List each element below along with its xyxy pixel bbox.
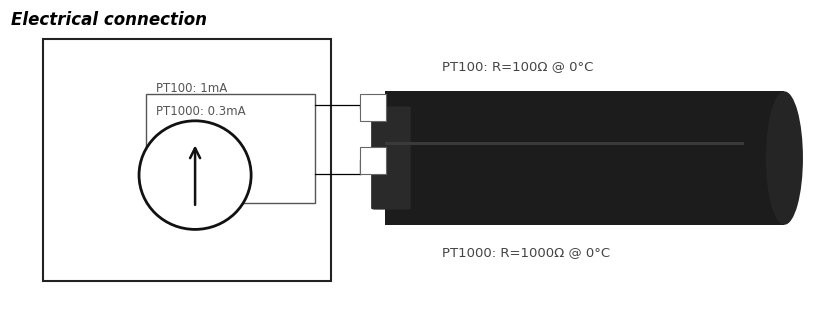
Ellipse shape xyxy=(139,121,251,229)
Bar xyxy=(360,95,386,121)
FancyBboxPatch shape xyxy=(371,106,411,210)
Text: PT100: R=100Ω @ 0°C: PT100: R=100Ω @ 0°C xyxy=(442,60,594,73)
Bar xyxy=(360,147,386,174)
Text: Electrical connection: Electrical connection xyxy=(12,11,208,29)
Text: PT100: 1mA: PT100: 1mA xyxy=(156,82,227,95)
Text: PT1000: 0.3mA: PT1000: 0.3mA xyxy=(156,105,246,118)
Bar xyxy=(385,141,744,145)
Text: PT1000: R=1000Ω @ 0°C: PT1000: R=1000Ω @ 0°C xyxy=(442,246,610,259)
Bar xyxy=(385,91,784,225)
Bar xyxy=(146,95,314,203)
Bar xyxy=(43,38,331,280)
Ellipse shape xyxy=(766,91,803,225)
